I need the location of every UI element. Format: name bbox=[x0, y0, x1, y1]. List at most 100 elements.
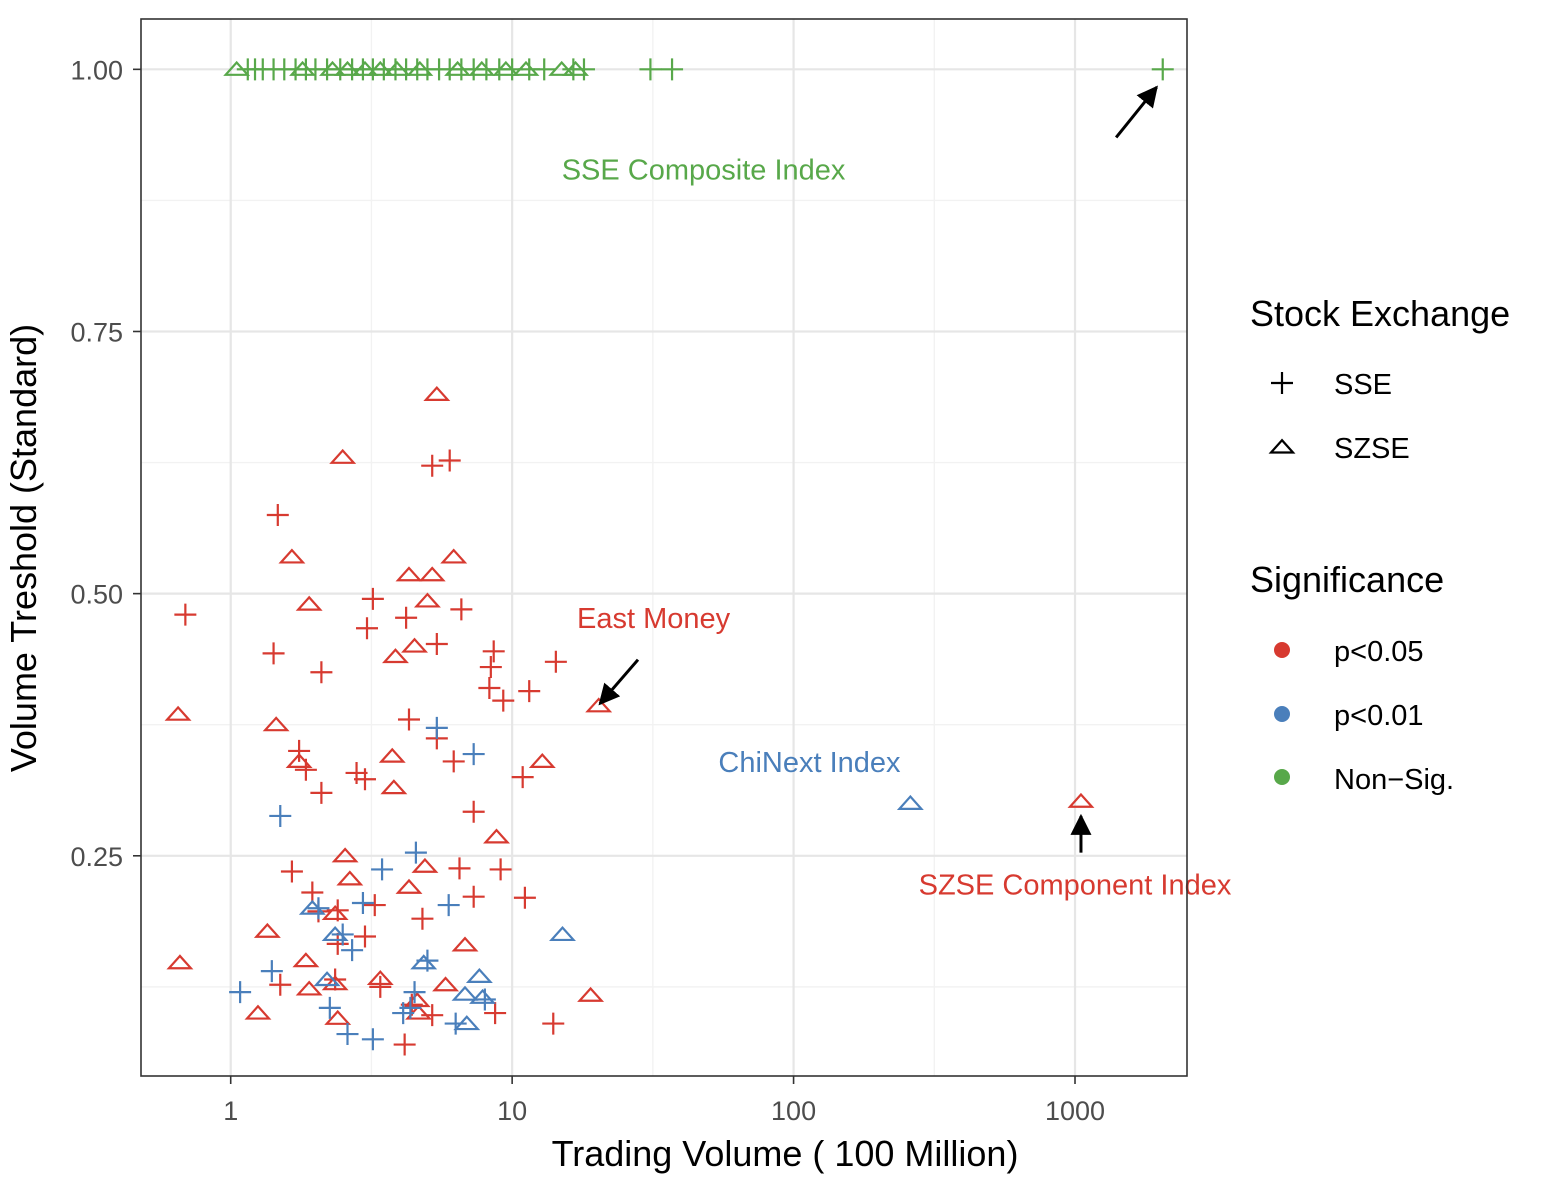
szse-triangle-point-nonsig bbox=[406, 60, 434, 76]
szse-triangle-point-p001 bbox=[451, 985, 479, 1001]
szse-triangle-point-nonsig bbox=[444, 60, 472, 76]
legend-plus-mark bbox=[1271, 372, 1293, 394]
plot-panel-border bbox=[140, 18, 1188, 1077]
szse-triangle-point-nonsig bbox=[223, 60, 251, 76]
szse-triangle-point-nonsig bbox=[351, 60, 379, 76]
legend-label-p001: p<0.01 bbox=[1334, 700, 1424, 732]
szse-triangle-point-p005 bbox=[528, 752, 556, 768]
sse-plus-point-nonsig bbox=[661, 58, 684, 81]
szse-triangle-point-nonsig bbox=[492, 60, 520, 76]
legend-label-sse: SSE bbox=[1334, 369, 1392, 401]
szse-triangle-point-p005 bbox=[401, 637, 429, 653]
sse-plus-point-p001 bbox=[361, 1028, 384, 1051]
y-tick-label: 1.00 bbox=[70, 55, 123, 85]
sse-plus-point-nonsig bbox=[639, 58, 662, 81]
sse-plus-point-p005 bbox=[369, 975, 392, 998]
x-tick-label: 10 bbox=[497, 1096, 527, 1126]
szse-triangle-point-p005 bbox=[324, 1009, 352, 1025]
szse-triangle-point-p005 bbox=[382, 648, 409, 664]
sse-plus-point-p005 bbox=[448, 857, 471, 880]
sse-plus-point-p005 bbox=[262, 642, 285, 665]
szse-triangle-point-p005 bbox=[418, 566, 446, 582]
sse-plus-point-p005 bbox=[361, 587, 384, 610]
sse-plus-point-nonsig bbox=[572, 58, 595, 81]
data-points bbox=[164, 58, 1174, 1056]
sse-plus-point-nonsig bbox=[533, 58, 556, 81]
legend-item-szse: SZSE bbox=[1268, 433, 1410, 465]
legend: Stock Exchange SSE SZSE Significance p<0… bbox=[1250, 293, 1510, 796]
szse-triangle-point-p005 bbox=[423, 385, 451, 401]
szse-triangle-point-p005 bbox=[432, 976, 460, 992]
szse-triangle-point-p005 bbox=[166, 954, 194, 970]
legend-item-nonsig: Non−Sig. bbox=[1274, 764, 1454, 796]
szse-triangle-point-p005 bbox=[440, 548, 468, 564]
sse-plus-point-p005 bbox=[397, 708, 420, 731]
legend-title-significance: Significance bbox=[1250, 559, 1444, 600]
szse-triangle-point-p005 bbox=[411, 857, 439, 873]
sse-plus-point-p005 bbox=[395, 606, 418, 629]
sse-plus-point-p001 bbox=[341, 939, 364, 962]
szse-triangle-point-p005 bbox=[395, 566, 423, 582]
szse-triangle-point-p005 bbox=[321, 975, 349, 991]
szse-triangle-point-p001 bbox=[896, 794, 924, 810]
sse-plus-point-p001 bbox=[269, 804, 292, 827]
szse-triangle-point-p005 bbox=[395, 878, 423, 894]
sse-plus-point-p001 bbox=[404, 841, 427, 864]
triangle-icon bbox=[1268, 438, 1296, 454]
sse-plus-point-p005 bbox=[356, 617, 379, 640]
sse-plus-point-p001 bbox=[318, 996, 341, 1019]
sse-plus-point-p005 bbox=[310, 661, 333, 684]
sse-plus-point-p005 bbox=[482, 640, 505, 663]
sse-plus-point-p005 bbox=[489, 858, 512, 881]
szse-component-label: SZSE Component Index bbox=[919, 870, 1232, 902]
legend-item-p005: p<0.05 bbox=[1274, 636, 1424, 668]
x-axis-title: Trading Volume ( 100 Million) bbox=[552, 1133, 1019, 1174]
east-money-label: East Money bbox=[577, 603, 731, 635]
szse-triangle-point-p001 bbox=[313, 971, 341, 987]
szse-triangle-point-p005 bbox=[403, 992, 431, 1008]
szse-triangle-point-p001 bbox=[321, 925, 349, 942]
szse-triangle-point-p001 bbox=[298, 899, 326, 915]
szse-triangle-point-p005 bbox=[285, 752, 313, 768]
szse-triangle-point-p005 bbox=[366, 970, 394, 986]
sse-plus-point-p005 bbox=[353, 768, 376, 791]
legend-title-stock-exchange: Stock Exchange bbox=[1250, 293, 1510, 334]
sse-plus-point-p001 bbox=[229, 981, 252, 1004]
x-tick-label: 1000 bbox=[1045, 1096, 1105, 1126]
sse-plus-point-p005 bbox=[288, 739, 311, 762]
sse-plus-point-p001 bbox=[444, 1012, 467, 1035]
sse-plus-point-p001 bbox=[437, 894, 460, 917]
east-money-arrow bbox=[598, 658, 640, 706]
szse-triangle-point-nonsig bbox=[289, 60, 317, 76]
legend-label-p005: p<0.05 bbox=[1334, 636, 1424, 668]
y-tick-label: 0.25 bbox=[70, 842, 123, 872]
sse-plus-point-p005 bbox=[266, 503, 289, 526]
szse-triangle-point-p005 bbox=[278, 548, 306, 564]
szse-triangle-point-nonsig bbox=[334, 60, 361, 76]
sse-plus-point-p005 bbox=[393, 1033, 416, 1056]
sse-plus-point-p001 bbox=[260, 960, 283, 983]
szse-triangle-point-nonsig bbox=[512, 60, 540, 76]
szse-triangle-point-p005 bbox=[253, 922, 281, 938]
szse-triangle-point-nonsig bbox=[562, 60, 590, 76]
sse-plus-point-p005 bbox=[478, 677, 501, 700]
plus-icon bbox=[1271, 372, 1293, 394]
sse-plus-point-p005 bbox=[438, 449, 461, 472]
szse-triangle-point-p001 bbox=[469, 988, 497, 1004]
sse-plus-point-p005 bbox=[421, 454, 444, 477]
sse-plus-point-p001 bbox=[336, 1023, 359, 1046]
sse-plus-point-p005 bbox=[363, 894, 386, 917]
sse-plus-point-p001 bbox=[462, 743, 485, 766]
y-tick-label: 0.50 bbox=[70, 580, 123, 610]
sse-plus-point-p005 bbox=[479, 656, 502, 679]
szse-triangle-point-p005 bbox=[164, 705, 192, 721]
szse-triangle-point-p005 bbox=[244, 1004, 272, 1020]
legend-item-p001: p<0.01 bbox=[1274, 700, 1424, 732]
sse-plus-point-p005 bbox=[462, 885, 485, 908]
sse-plus-point-p005 bbox=[450, 598, 473, 621]
szse-triangle-point-p005 bbox=[451, 936, 479, 952]
sse-plus-point-p005 bbox=[174, 603, 197, 626]
sse-plus-point-p005 bbox=[353, 925, 376, 948]
blue-dot-icon bbox=[1274, 706, 1290, 722]
sse-plus-point-p005 bbox=[518, 680, 541, 703]
